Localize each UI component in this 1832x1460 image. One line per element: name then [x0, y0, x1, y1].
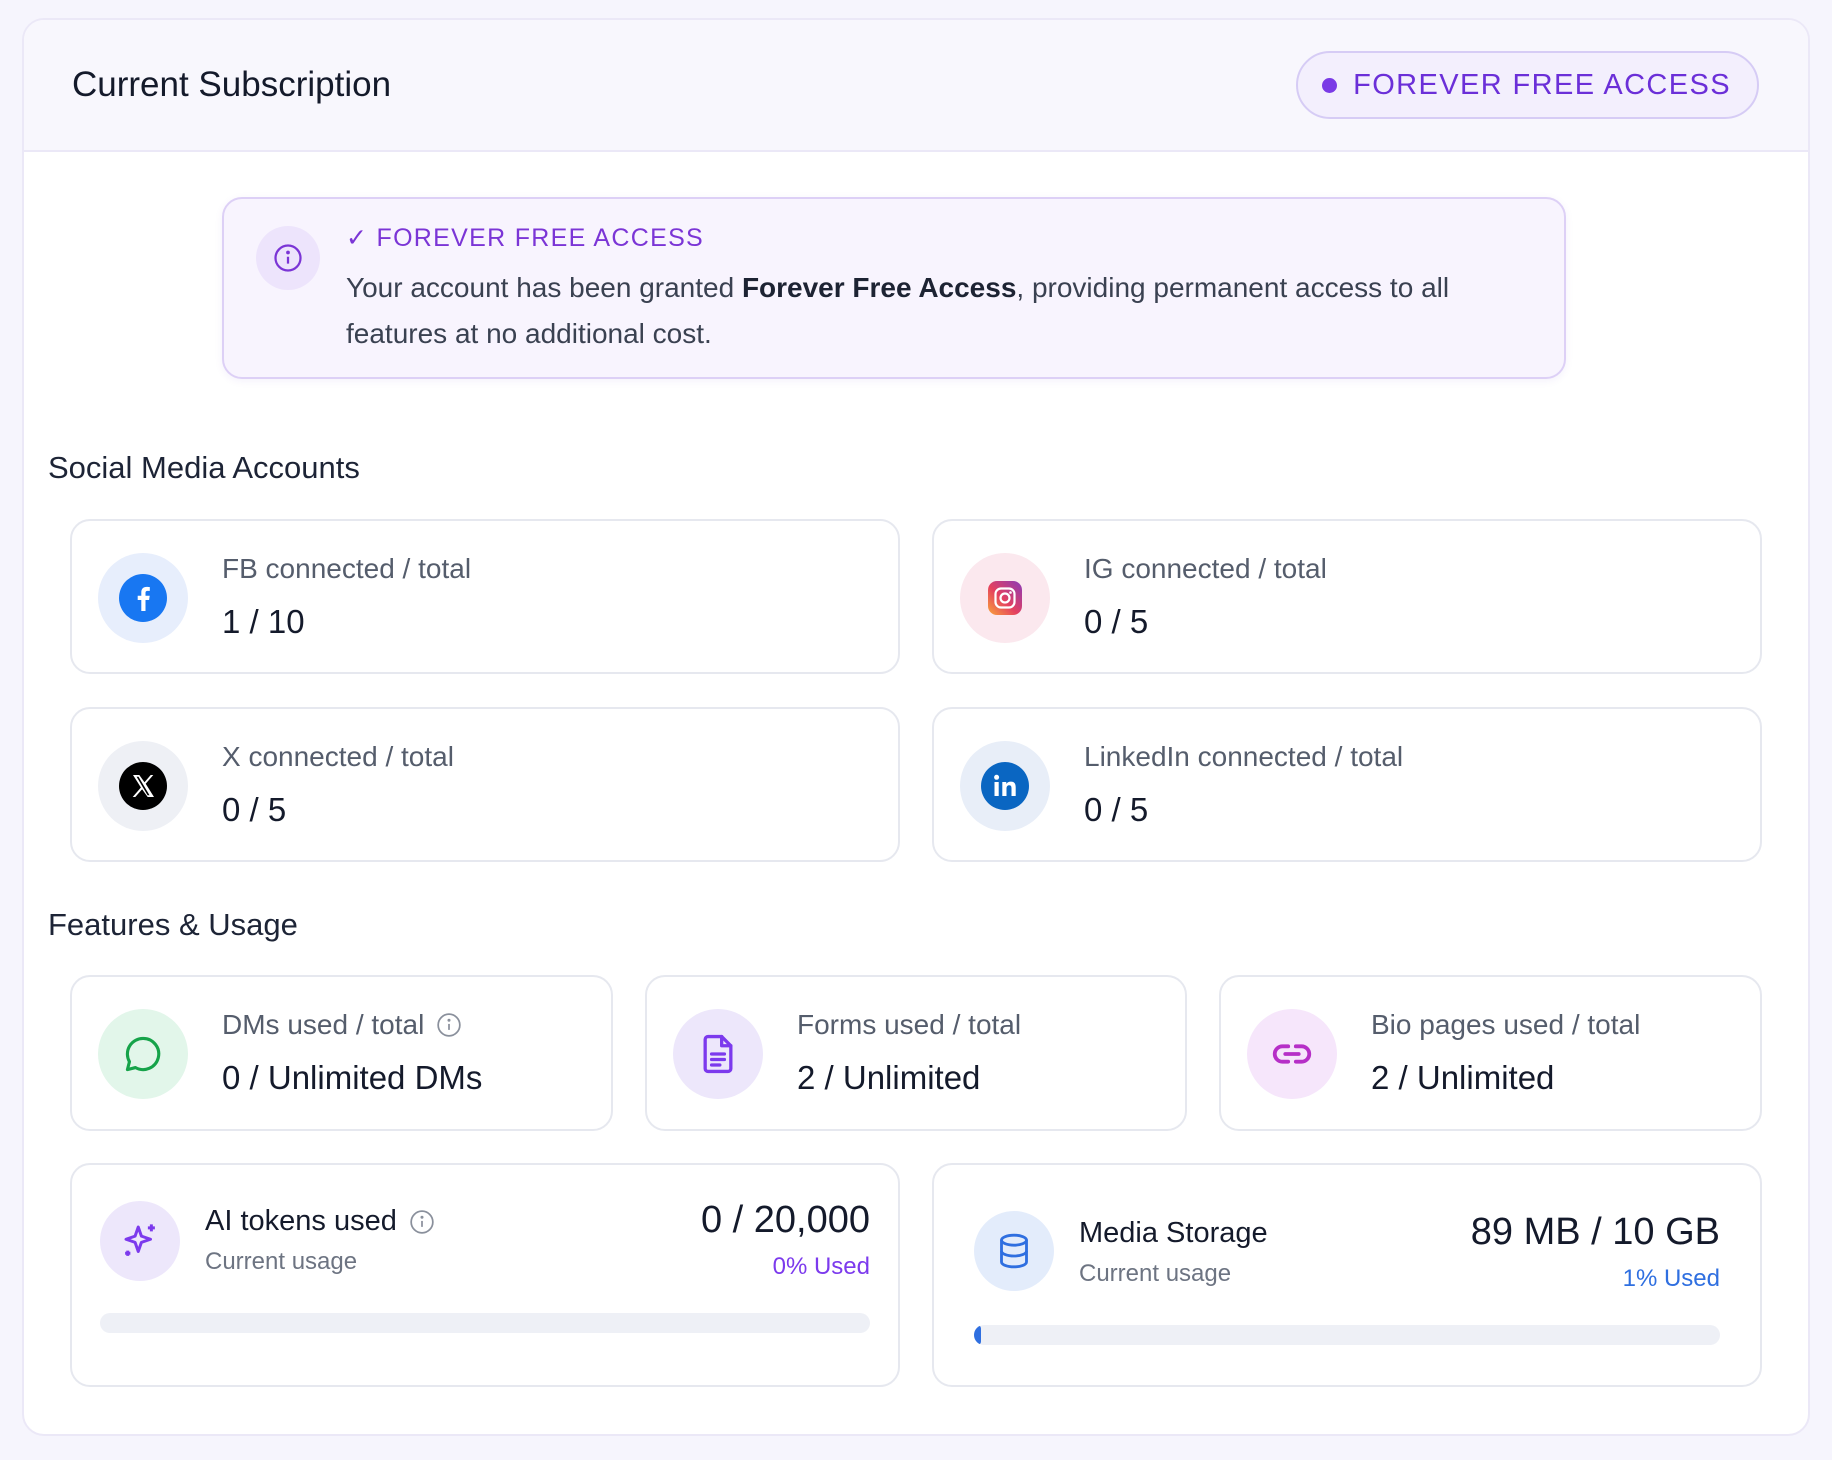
social-value: 1 / 10 — [222, 603, 305, 640]
link-icon — [1247, 1009, 1337, 1099]
chat-bubble-icon — [98, 1009, 188, 1099]
forever-free-notice: ✓ FOREVER FREE ACCESS Your account has b… — [222, 197, 1566, 379]
ai-tokens-subtitle: Current usage — [205, 1248, 358, 1275]
feature-value: 2 / Unlimited — [797, 1059, 981, 1096]
social-card-instagram: IG connected / total 0 / 5 — [932, 519, 1762, 674]
feature-card-bio-pages: Bio pages used / total 2 / Unlimited — [1219, 975, 1762, 1131]
media-storage-card: Media Storage Current usage 89 MB / 10 G… — [932, 1163, 1762, 1387]
notice-bold-text: Forever Free Access — [741, 272, 1017, 303]
linkedin-icon — [960, 741, 1050, 831]
info-icon[interactable] — [409, 1209, 435, 1235]
feature-card-dms: DMs used / total 0 / Unlimited DMs — [70, 975, 613, 1131]
social-value: 0 / 5 — [1084, 791, 1149, 828]
social-section-title: Social Media Accounts — [48, 450, 360, 485]
facebook-icon — [98, 553, 188, 643]
feature-label: DMs used / total — [222, 1009, 462, 1041]
ai-tokens-card: AI tokens used Current usage 0 / 20,000 … — [70, 1163, 900, 1387]
media-storage-percent: 1% Used — [1622, 1265, 1720, 1292]
status-dot-icon — [1322, 77, 1338, 93]
instagram-icon — [960, 553, 1050, 643]
ai-tokens-percent: 0% Used — [772, 1253, 870, 1280]
social-card-linkedin: LinkedIn connected / total 0 / 5 — [932, 707, 1762, 862]
social-label: FB connected / total — [222, 553, 472, 584]
features-section-title: Features & Usage — [48, 907, 298, 942]
plan-badge: FOREVER FREE ACCESS — [1296, 51, 1759, 119]
info-icon — [256, 226, 320, 290]
feature-value: 2 / Unlimited — [1371, 1059, 1555, 1096]
notice-text: Your account has been granted Forever Fr… — [346, 272, 1450, 349]
social-label: LinkedIn connected / total — [1084, 741, 1404, 772]
social-label: X connected / total — [222, 741, 454, 772]
ai-tokens-progress-bar — [100, 1313, 870, 1333]
feature-value: 0 / Unlimited DMs — [222, 1059, 483, 1096]
media-storage-value: 89 MB / 10 GB — [1470, 1211, 1720, 1253]
card-header: Current Subscription FOREVER FREE ACCESS — [24, 20, 1808, 152]
database-icon — [974, 1211, 1054, 1291]
social-label: IG connected / total — [1084, 553, 1327, 584]
document-icon — [673, 1009, 763, 1099]
ai-tokens-value: 0 / 20,000 — [700, 1199, 870, 1241]
social-card-facebook: FB connected / total 1 / 10 — [70, 519, 900, 674]
feature-card-forms: Forms used / total 2 / Unlimited — [645, 975, 1187, 1131]
info-icon[interactable] — [436, 1012, 462, 1038]
media-storage-progress-bar — [974, 1325, 1720, 1345]
notice-title: ✓ FOREVER FREE ACCESS — [346, 224, 705, 252]
media-storage-subtitle: Current usage — [1079, 1260, 1232, 1287]
social-value: 0 / 5 — [222, 791, 287, 828]
media-storage-progress-fill — [974, 1325, 982, 1345]
feature-label: Forms used / total — [797, 1009, 1022, 1040]
page-title: Current Subscription — [72, 65, 392, 104]
social-card-x: X connected / total 0 / 5 — [70, 707, 900, 862]
feature-label: Bio pages used / total — [1371, 1009, 1641, 1040]
ai-tokens-title: AI tokens used — [205, 1205, 435, 1238]
x-icon — [98, 741, 188, 831]
social-value: 0 / 5 — [1084, 603, 1149, 640]
media-storage-title: Media Storage — [1079, 1217, 1268, 1249]
plan-badge-label: FOREVER FREE ACCESS — [1353, 68, 1731, 101]
sparkle-icon — [100, 1201, 180, 1281]
